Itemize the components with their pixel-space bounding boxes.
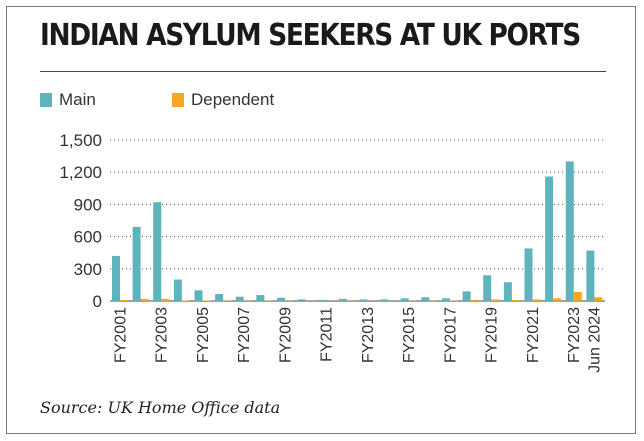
bar-main: [503, 282, 512, 301]
bar-series: [112, 161, 603, 301]
bar-main: [256, 295, 265, 301]
x-tick-label: FY2003: [154, 307, 171, 363]
bar-main: [173, 279, 182, 301]
x-tick-label: FY2009: [277, 307, 294, 363]
x-axis-ticks: FY2001 FY2003 FY2005 FY2007 FY2009 FY2011 FY20…: [112, 307, 603, 373]
x-tick-label: FY2017: [442, 307, 459, 363]
bar-main: [545, 176, 554, 301]
x-tick-label: FY2007: [236, 307, 253, 363]
legend-swatch-main: [40, 93, 52, 107]
bar-main: [194, 290, 203, 301]
x-tick-label: FY2023: [566, 307, 583, 363]
bar-dependent: [594, 297, 603, 301]
bar-dependent: [573, 291, 582, 301]
bar-main: [112, 255, 120, 301]
bar-main: [153, 202, 162, 301]
bar-dependent: [532, 299, 541, 301]
bar-main: [483, 275, 492, 301]
bar-main: [524, 248, 533, 301]
x-tick-label: FY2019: [484, 307, 501, 363]
bar-main: [586, 250, 595, 301]
bar-main: [318, 299, 327, 301]
gridlines: [110, 139, 605, 302]
y-tick-label: 1,200: [59, 163, 102, 182]
y-tick-label: 0: [93, 292, 102, 311]
x-tick-label: FY2005: [195, 307, 212, 363]
x-tick-label: FY2001: [112, 307, 129, 363]
x-tick-label: Jun 2024: [587, 307, 604, 373]
bar-main: [442, 298, 450, 301]
bar-main: [421, 297, 430, 301]
bar-dependent: [140, 298, 149, 301]
y-tick-label: 900: [74, 195, 102, 214]
x-tick-label: FY2021: [525, 307, 542, 363]
source-note: Source: UK Home Office data: [40, 398, 281, 417]
bar-main: [380, 299, 389, 301]
bar-main: [565, 161, 574, 301]
legend-item-dependent: Dependent: [172, 90, 274, 110]
legend-item-main: Main: [40, 90, 96, 110]
bar-main: [132, 226, 141, 301]
y-tick-label: 600: [74, 228, 102, 247]
y-axis-ticks: 0 300 600 900 1,200 1,500: [59, 131, 102, 311]
y-tick-label: 1,500: [59, 131, 102, 150]
legend-swatch-dependent: [172, 93, 184, 107]
y-tick-label: 300: [74, 260, 102, 279]
bar-dependent: [181, 300, 190, 301]
title-divider: [40, 71, 606, 72]
bar-main: [297, 299, 306, 301]
bar-dependent: [120, 299, 128, 301]
x-tick-label: FY2013: [360, 307, 377, 363]
legend-label-main: Main: [59, 90, 96, 109]
bar-main: [359, 299, 368, 301]
bar-main: [235, 296, 244, 301]
bar-main: [338, 298, 347, 301]
bar-dependent: [470, 299, 479, 301]
chart-frame: [6, 6, 636, 434]
x-tick-label: FY2011: [319, 307, 336, 362]
bar-main: [277, 297, 285, 301]
chart-title: INDIAN ASYLUM SEEKERS AT UK PORTS: [40, 18, 581, 53]
bar-dependent: [161, 298, 170, 301]
bar-dependent: [553, 298, 562, 301]
bar-main: [215, 294, 224, 301]
bar-dependent: [202, 300, 211, 301]
bar-main: [400, 298, 409, 301]
legend-label-dependent: Dependent: [191, 90, 275, 109]
bar-main: [462, 291, 471, 301]
bar-dependent: [491, 299, 500, 301]
bar-dependent: [511, 299, 520, 301]
x-tick-label: FY2015: [401, 307, 418, 363]
